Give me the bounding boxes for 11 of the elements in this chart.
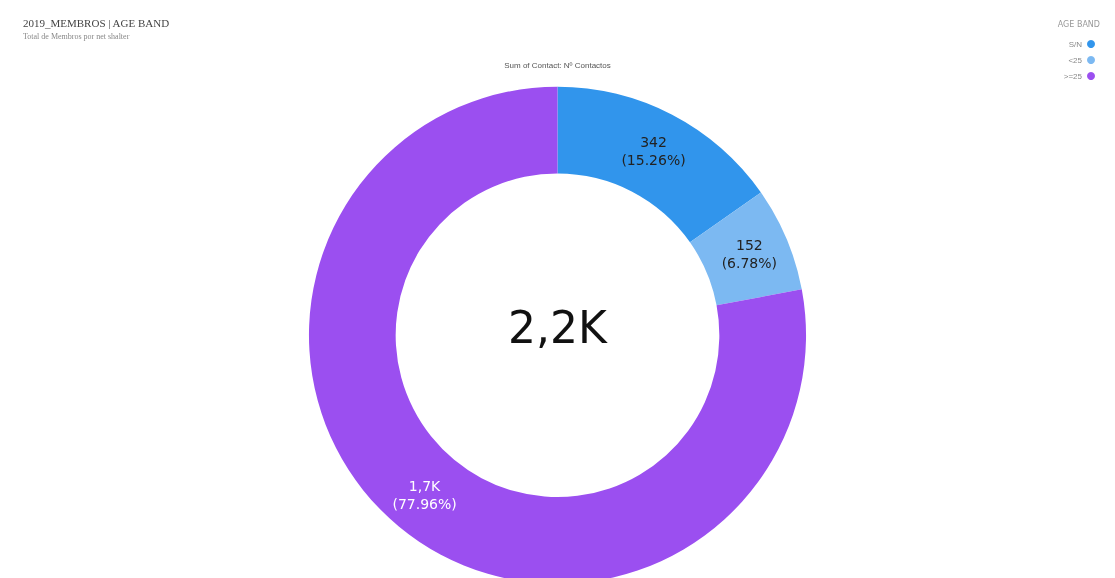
data-label: 1,7K (77.96%): [392, 478, 457, 513]
legend-label: <25: [1068, 55, 1083, 65]
text: Total de Membros por net shalter: [23, 31, 130, 41]
text: 2,2K: [508, 302, 609, 354]
text: Sum of Contact: Nº Contactos: [504, 60, 611, 70]
text: 2019_MEMBROS | AGE BAND: [23, 16, 170, 29]
data-label: 342 (15.26%): [621, 133, 686, 168]
legend-title: AGE BAND: [1057, 19, 1100, 29]
legend-label: >=25: [1063, 71, 1083, 81]
data-label: 152 (6.78%): [721, 237, 778, 272]
legend-label: S/N: [1068, 39, 1083, 49]
